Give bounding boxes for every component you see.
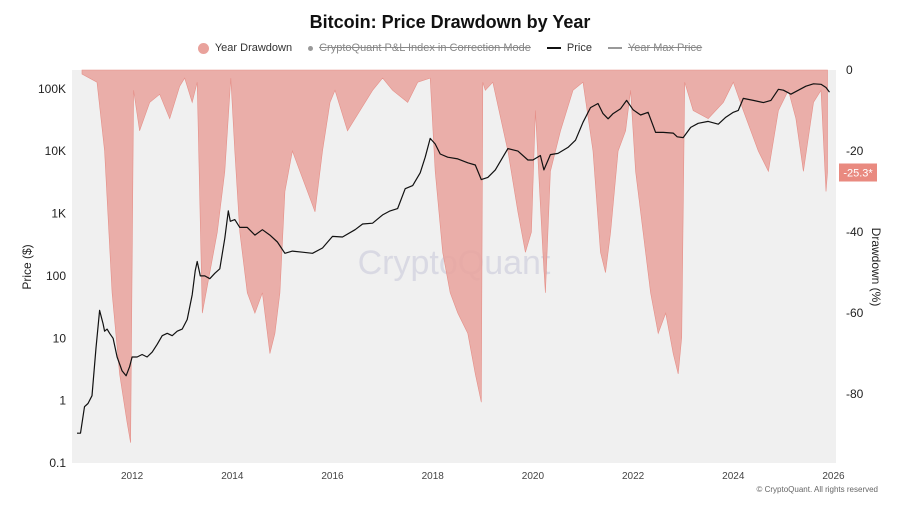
legend-swatch-dot	[197, 42, 209, 54]
current-drawdown-badge	[839, 163, 877, 182]
y-tick-label: 1K	[51, 207, 66, 221]
legend-swatch-line	[546, 47, 561, 49]
y-tick-label: 10	[53, 331, 67, 345]
legend-item-year-drawdown[interactable]: Year Drawdown	[197, 42, 293, 54]
legend-label: Year Drawdown	[214, 42, 293, 54]
x-tick-label: 2020	[522, 471, 545, 482]
x-tick-label: 2022	[622, 471, 645, 482]
x-tick-label: 2014	[221, 471, 244, 482]
y2-tick-label: -20	[846, 144, 864, 158]
y-tick-label: 0.1	[49, 456, 66, 470]
legend-item-pl-index[interactable]: CryptoQuant P&L Index in Correction Mode	[308, 42, 531, 54]
y-axis-title: Price ($)	[20, 244, 34, 289]
y-tick-label: 10K	[45, 144, 66, 158]
drawdown-area	[81, 69, 828, 443]
y2-tick-label: -40	[846, 225, 864, 239]
y-tick-label: 100	[46, 269, 66, 283]
y2-tick-label: 0	[846, 63, 853, 77]
legend-item-price[interactable]: Price	[546, 42, 592, 54]
y2-axis-title: Drawdown (%)	[869, 228, 883, 307]
chart-legend: Year Drawdown CryptoQuant P&L Index in C…	[0, 42, 900, 54]
price-line	[77, 83, 830, 434]
y-tick-label: 100K	[38, 82, 66, 96]
x-tick-label: 2026	[822, 471, 845, 482]
legend-swatch-line	[607, 47, 622, 49]
x-tick-label: 2024	[722, 471, 745, 482]
legend-label: Year Max Price	[627, 42, 703, 54]
legend-label: Price	[566, 42, 592, 54]
y2-tick-label: -60	[846, 306, 864, 320]
y-tick-label: 1	[59, 394, 66, 408]
y2-tick-label: -80	[846, 387, 864, 401]
copyright-footer: © CryptoQuant. All rights reserved	[756, 485, 879, 494]
legend-item-year-max-price[interactable]: Year Max Price	[607, 42, 703, 54]
x-tick-label: 2018	[422, 471, 445, 482]
chart-title: Bitcoin: Price Drawdown by Year	[309, 12, 591, 32]
legend-label: CryptoQuant P&L Index in Correction Mode	[319, 42, 531, 54]
x-tick-label: 2012	[121, 471, 144, 482]
current-drawdown-label: -25.3*	[843, 168, 873, 180]
legend-swatch-small-dot	[308, 45, 314, 51]
x-tick-label: 2016	[321, 471, 344, 482]
